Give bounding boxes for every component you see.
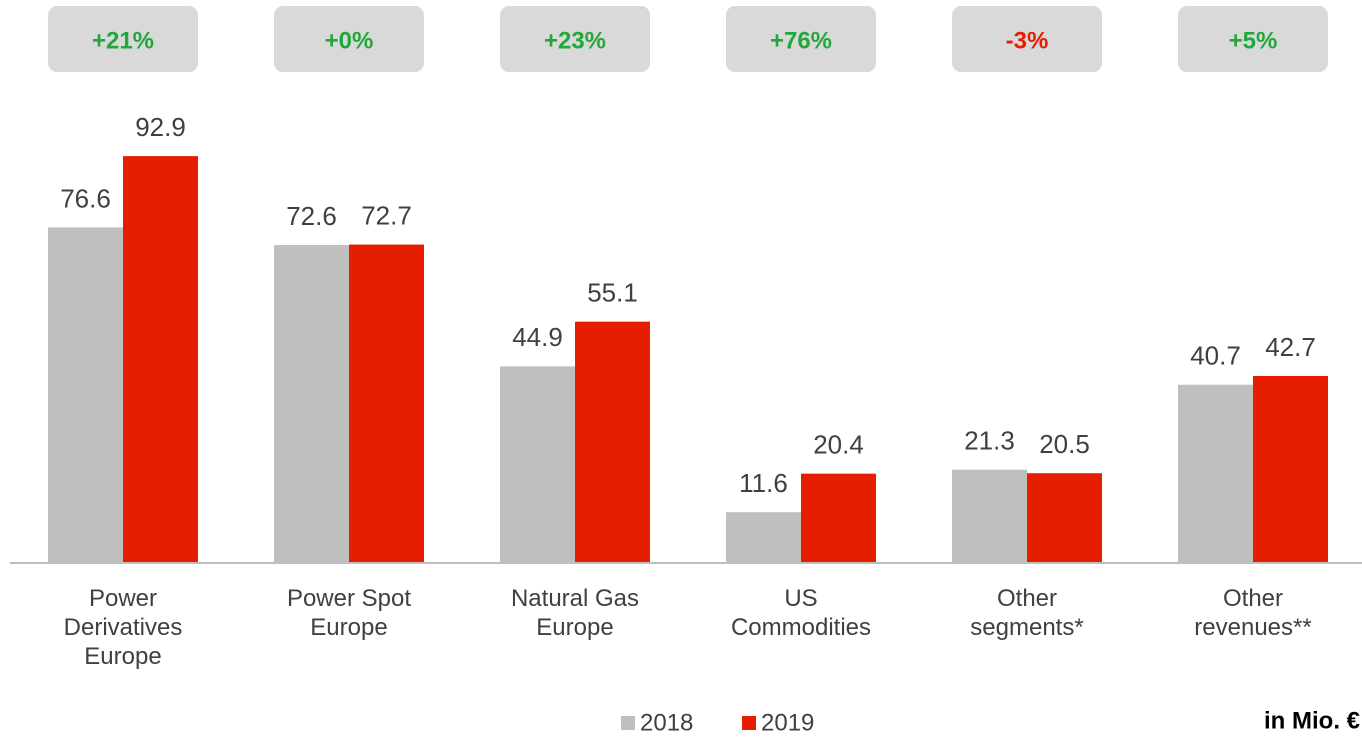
change-label: -3% [1006,27,1049,54]
change-badge [952,6,1102,72]
value-label: 76.6 [60,183,111,213]
x-tick-label: Power Derivatives Europe [63,585,183,670]
value-label: 72.7 [361,200,412,230]
legend-swatch [742,716,756,730]
value-label: 42.7 [1265,332,1316,362]
change-badge [726,6,876,72]
bar [48,227,123,563]
change-label: +0% [325,27,374,54]
bar [123,156,198,563]
change-badge [1178,6,1328,72]
x-tick-label: Other revenues** [1194,585,1312,641]
bar [1027,473,1102,563]
value-label: 72.6 [286,201,337,231]
x-tick-label: Natural Gas Europe [510,585,640,641]
value-label: 20.4 [813,430,864,460]
x-tick-label: Power Spot Europe [286,585,412,641]
bar [801,473,876,563]
legend-swatch [621,716,635,730]
value-label: 40.7 [1190,341,1241,371]
bar [274,245,349,563]
bar [1178,384,1253,563]
change-label: +76% [770,27,832,54]
change-label: +21% [92,27,154,54]
bar [952,469,1027,563]
unit-note: in Mio. € [1264,707,1360,734]
value-label: 92.9 [135,112,186,142]
value-label: 11.6 [739,468,788,498]
bar [575,321,650,563]
legend-label: 2019 [761,709,814,736]
bar [349,244,424,563]
value-label: 21.3 [964,426,1015,456]
x-tick-label: US Commodities [730,585,872,641]
x-tick-label: Other segments* [970,585,1084,641]
bar [1253,375,1328,563]
value-label: 44.9 [512,322,563,352]
value-label: 20.5 [1039,429,1090,459]
bar [500,366,575,563]
value-label: 55.1 [587,278,638,308]
change-label: +5% [1229,27,1278,54]
legend-label: 2018 [640,709,693,736]
change-badge [500,6,650,72]
change-badge [274,6,424,72]
bar [726,512,801,563]
change-badge [48,6,198,72]
change-label: +23% [544,27,606,54]
